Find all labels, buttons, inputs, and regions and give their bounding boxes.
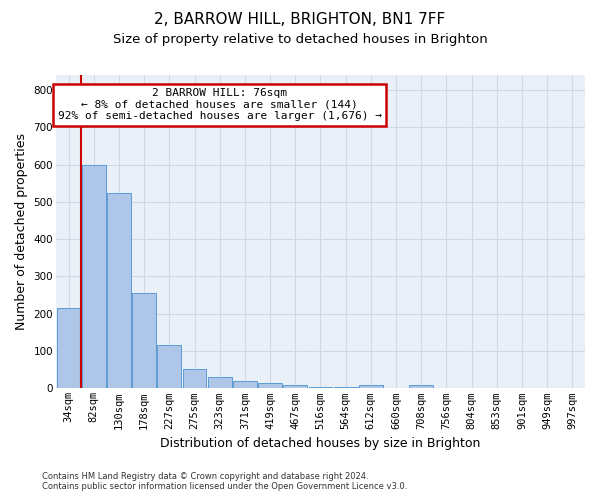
- Bar: [233, 381, 257, 388]
- Bar: [334, 386, 358, 388]
- Text: Size of property relative to detached houses in Brighton: Size of property relative to detached ho…: [113, 32, 487, 46]
- Bar: [157, 346, 181, 389]
- Text: Contains public sector information licensed under the Open Government Licence v3: Contains public sector information licen…: [42, 482, 407, 491]
- Text: Contains HM Land Registry data © Crown copyright and database right 2024.: Contains HM Land Registry data © Crown c…: [42, 472, 368, 481]
- Text: 2, BARROW HILL, BRIGHTON, BN1 7FF: 2, BARROW HILL, BRIGHTON, BN1 7FF: [154, 12, 446, 28]
- Bar: [359, 384, 383, 388]
- X-axis label: Distribution of detached houses by size in Brighton: Distribution of detached houses by size …: [160, 437, 481, 450]
- Bar: [82, 164, 106, 388]
- Text: 2 BARROW HILL: 76sqm
← 8% of detached houses are smaller (144)
92% of semi-detac: 2 BARROW HILL: 76sqm ← 8% of detached ho…: [58, 88, 382, 122]
- Bar: [308, 386, 332, 388]
- Y-axis label: Number of detached properties: Number of detached properties: [15, 133, 28, 330]
- Bar: [409, 384, 433, 388]
- Bar: [107, 192, 131, 388]
- Bar: [208, 377, 232, 388]
- Bar: [56, 308, 80, 388]
- Bar: [258, 383, 282, 388]
- Bar: [132, 294, 156, 388]
- Bar: [283, 384, 307, 388]
- Bar: [182, 369, 206, 388]
